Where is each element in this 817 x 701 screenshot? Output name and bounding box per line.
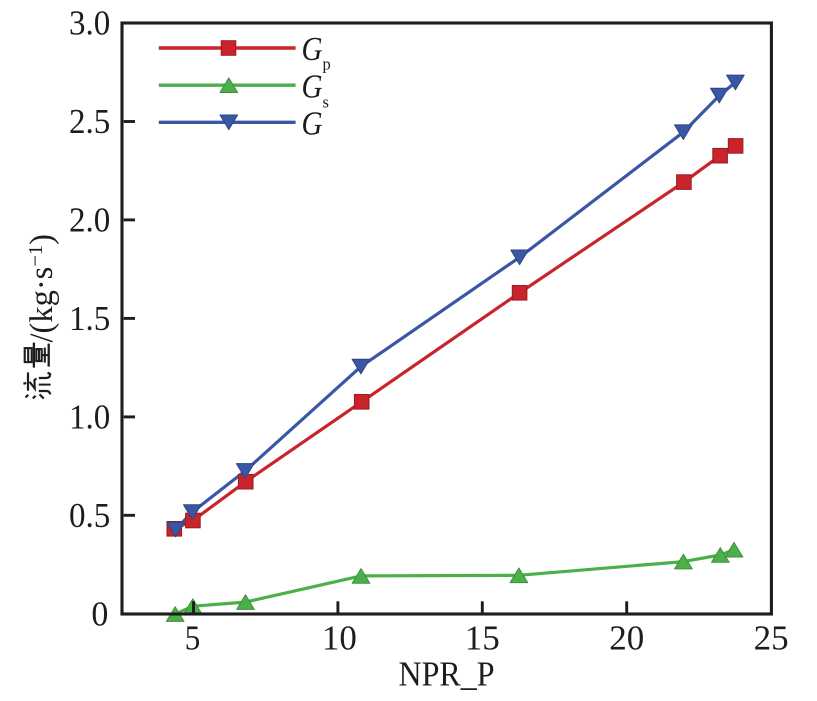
svg-text:G: G [302, 31, 323, 68]
svg-text:5: 5 [185, 619, 201, 658]
svg-text:1.0: 1.0 [69, 398, 110, 437]
svg-text:10: 10 [322, 619, 357, 658]
svg-text:p: p [323, 55, 331, 74]
svg-text:2.5: 2.5 [69, 102, 110, 141]
svg-text:2.0: 2.0 [69, 201, 110, 240]
svg-text:3.0: 3.0 [69, 4, 110, 43]
svg-text:20: 20 [609, 619, 644, 658]
svg-text:0.5: 0.5 [69, 496, 110, 535]
svg-text:G: G [302, 106, 323, 143]
svg-text:NPR_P: NPR_P [399, 654, 495, 693]
svg-text:G: G [302, 68, 323, 105]
svg-text:s: s [323, 92, 329, 111]
svg-text:25: 25 [754, 619, 789, 658]
svg-text:0: 0 [91, 594, 108, 633]
svg-text:1.5: 1.5 [69, 299, 110, 338]
svg-text:15: 15 [465, 619, 500, 658]
